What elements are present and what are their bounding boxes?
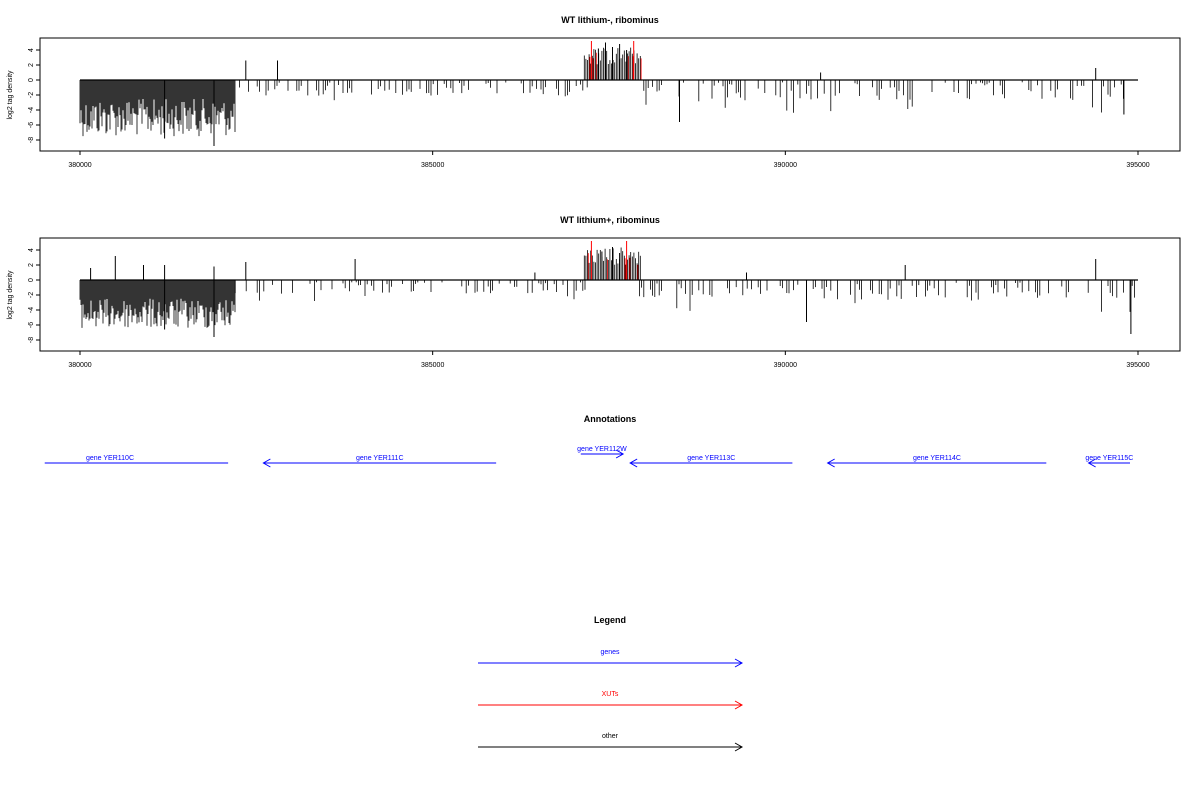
legend-items: genes XUTs other (478, 649, 744, 752)
y-tick-label: -8 (28, 137, 35, 143)
arrow-head (826, 458, 835, 468)
panel-title: WT lithium-, ribominus (561, 15, 659, 25)
x-tick-label: 380000 (68, 362, 91, 369)
arrow-head (629, 458, 638, 468)
gene-annotation: gene YER114C (826, 455, 1047, 468)
arrow-head (1087, 458, 1096, 468)
arrow-head (734, 658, 744, 668)
y-tick-label: -6 (28, 122, 35, 128)
legend-label: genes (600, 649, 620, 656)
legend-title: Legend (594, 615, 626, 625)
y-tick-label: 4 (28, 48, 35, 52)
gene-annotation: gene YER115C (1085, 455, 1133, 468)
y-axis: 4 2 0 -2 -4 -6 -8 (28, 248, 41, 343)
gene-label: gene YER115C (1085, 455, 1133, 462)
y-tick-label: 0 (28, 278, 35, 282)
x-tick-label: 385000 (421, 362, 444, 369)
arrow-head (262, 458, 271, 468)
y-tick-label: 2 (28, 63, 35, 67)
y-tick-label: -8 (28, 337, 35, 343)
y-tick-label: 4 (28, 248, 35, 252)
y-tick-label: -4 (28, 307, 35, 313)
signal-bars (79, 241, 1138, 337)
annotations-title: Annotations (584, 414, 637, 424)
x-tick-label: 395000 (1126, 162, 1149, 169)
signal-bars (79, 41, 1138, 146)
y-axis-label: log2 tag density (7, 70, 14, 120)
gene-annotation: gene YER113C (629, 455, 793, 468)
x-axis: 380000 385000 390000 395000 (68, 351, 1150, 369)
y-axis: 4 2 0 -2 -4 -6 -8 (28, 48, 41, 143)
arrow-head (734, 700, 744, 710)
y-tick-label: -2 (28, 292, 35, 298)
legend-label: other (602, 733, 619, 740)
x-tick-label: 390000 (774, 162, 797, 169)
x-tick-label: 380000 (68, 162, 91, 169)
gene-label: gene YER112W (577, 446, 627, 453)
gene-annotation: gene YER112W (577, 446, 627, 459)
y-tick-label: -4 (28, 107, 35, 113)
gene-annotation: gene YER110C (44, 455, 229, 464)
track-panel-lithium-plus: WT lithium+, ribominus log2 tag density … (7, 215, 1181, 369)
legend: Legend genes XUTs other (478, 615, 744, 752)
y-tick-label: -2 (28, 92, 35, 98)
gene-arrows: gene YER110C gene YER111C gene YER112W gene… (44, 446, 1133, 468)
gene-label: gene YER114C (913, 455, 961, 462)
x-tick-label: 395000 (1126, 362, 1149, 369)
gene-label: gene YER111C (356, 455, 403, 462)
panel-title: WT lithium+, ribominus (560, 215, 660, 225)
legend-item-genes: genes (478, 649, 744, 668)
gene-label: gene YER113C (687, 455, 735, 462)
gene-label: gene YER110C (86, 455, 134, 462)
annotations-track: Annotations gene YER110C gene YER111Cgene… (44, 414, 1133, 468)
y-tick-label: 0 (28, 78, 35, 82)
y-tick-label: 2 (28, 263, 35, 267)
legend-item-other: other (478, 733, 744, 752)
x-axis: 380000 385000 390000 395000 (68, 151, 1150, 169)
track-panel-lithium-minus: WT lithium-, ribominus log2 tag density … (7, 15, 1181, 169)
y-tick-label: -6 (28, 322, 35, 328)
arrow-head (734, 742, 744, 752)
x-tick-label: 385000 (421, 162, 444, 169)
arrow-head (615, 449, 625, 459)
legend-label: XUTs (602, 691, 619, 698)
y-axis-label: log2 tag density (7, 270, 14, 320)
legend-item-xuts: XUTs (478, 691, 744, 710)
gene-annotation: gene YER111C (262, 455, 497, 468)
x-tick-label: 390000 (774, 362, 797, 369)
